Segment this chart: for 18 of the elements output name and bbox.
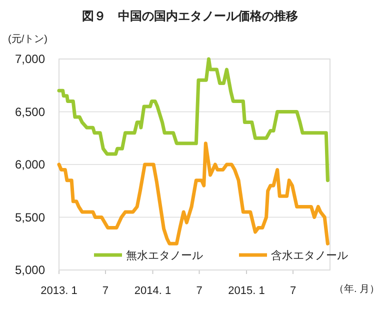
y-tick-label: 5,000 [14,263,46,277]
line-series [57,57,330,182]
legend-label: 無水エタノール [126,249,203,262]
y-axis-title: (元/トン) [8,34,48,45]
x-tick-label: 2014. 1 [134,285,172,297]
x-tick-label: 2015. 1 [228,285,265,297]
y-tick-label: 5,500 [14,210,46,224]
y-tick-label: 6,000 [14,158,46,172]
legend-label: 含水エタノール [271,249,348,262]
x-axis-title: （年. 月） [334,283,380,295]
line-series [57,142,330,246]
y-tick-label: 7,000 [14,52,46,66]
x-tick-label: 7 [102,285,109,297]
x-tick-label: 7 [290,285,296,297]
x-tick-label: 7 [196,285,202,297]
y-tick-label: 6,500 [14,104,46,119]
chart-title: 図９ 中国の国内エタノール価格の推移 [82,9,298,23]
x-tick-label: 2013. 1 [40,285,78,297]
